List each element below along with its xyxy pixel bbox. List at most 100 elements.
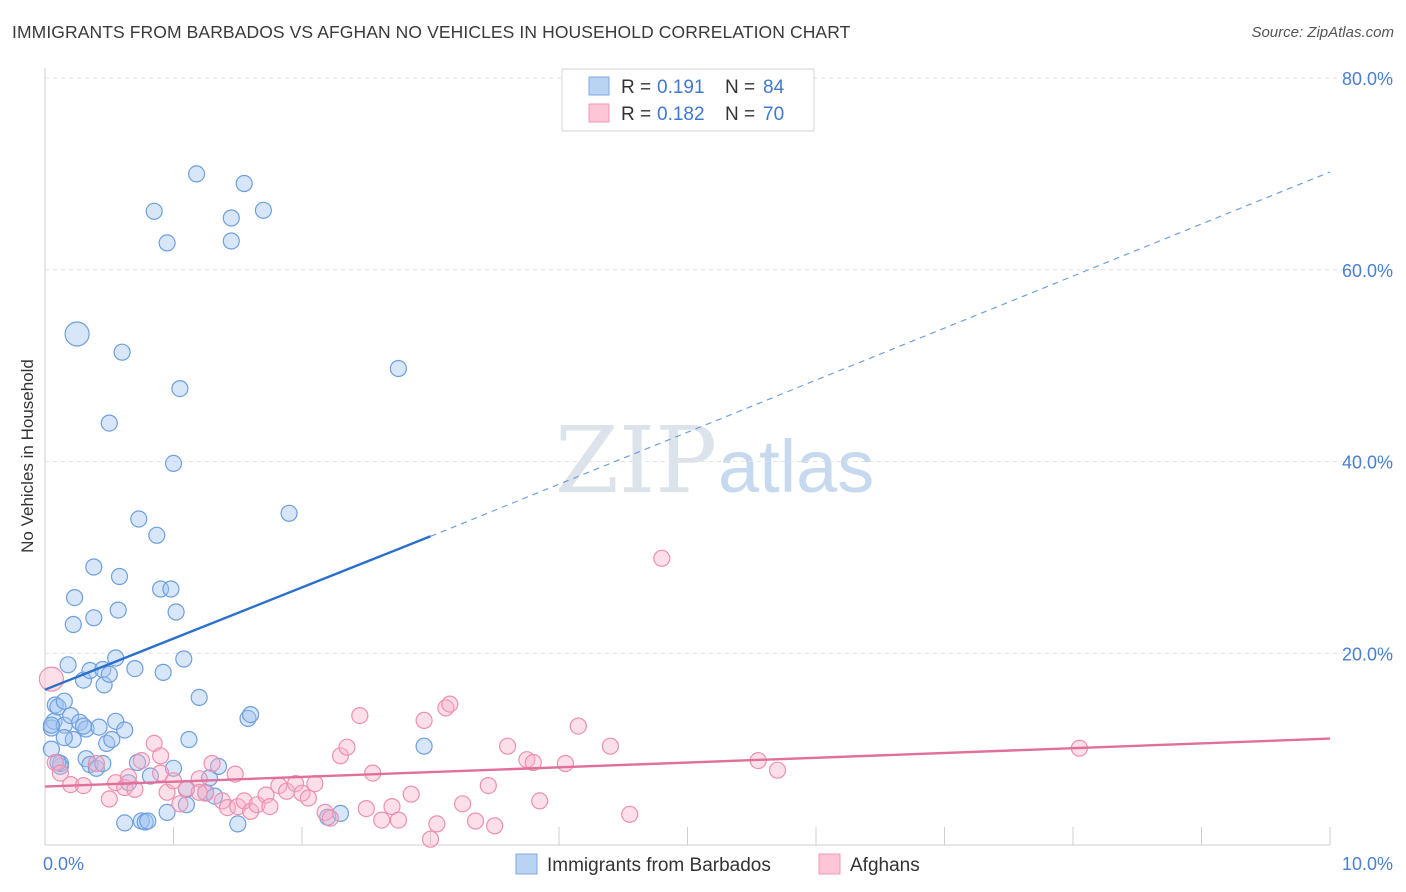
barbados-point-24	[90, 718, 108, 736]
barbados-point-10	[62, 706, 80, 725]
afghans-point-65	[653, 549, 671, 567]
barbados-point-82	[55, 728, 73, 747]
afghans-point-54	[466, 812, 485, 830]
afghans-point-48	[415, 711, 433, 730]
barbados-point-59	[190, 688, 208, 707]
afghans-point-10	[126, 780, 144, 799]
barbados-point-51	[162, 580, 180, 598]
barbados-point-81	[94, 754, 112, 773]
barbados-point-38	[126, 659, 144, 678]
afghans-point-56	[486, 817, 504, 835]
afghans-point-57	[499, 737, 517, 755]
afghans-point-52	[441, 695, 459, 713]
barbados-point-13	[65, 588, 84, 607]
barbados-point-48	[154, 663, 172, 682]
barbados-point-67	[235, 174, 253, 193]
trend-lines	[44, 171, 1331, 788]
afghans-point-42	[357, 799, 375, 818]
barbados-point-70	[254, 201, 272, 219]
barbados-point-9	[59, 656, 77, 674]
legend-r-label-1: R =	[621, 77, 651, 98]
watermark-zip: ZIP	[555, 407, 717, 514]
afghans-point-53	[454, 795, 472, 813]
barbados-point-75	[415, 737, 433, 755]
barbados-point-74	[389, 359, 407, 378]
barbados-point-40	[130, 510, 148, 528]
barbados-point-26	[95, 676, 113, 694]
barbados-trend-line-extension	[430, 171, 1331, 537]
afghans-point-69	[190, 783, 208, 801]
barbados-point-77	[74, 717, 93, 735]
series-afghans-points	[38, 549, 1089, 848]
legend-r-value-1: 0.191	[657, 77, 705, 98]
afghans-point-36	[306, 774, 324, 793]
barbados-point-46	[148, 526, 166, 544]
watermark-atlas: atlas	[718, 425, 874, 508]
barbados-point-58	[188, 165, 206, 183]
afghans-point-46	[389, 811, 407, 829]
gridlines	[45, 77, 1393, 654]
bottom-legend-swatch-barbados	[515, 853, 538, 875]
barbados-point-69	[242, 705, 260, 724]
afghans-point-64	[621, 805, 639, 823]
barbados-point-35	[113, 343, 131, 361]
barbados-point-50	[158, 803, 176, 822]
source-credit: Source: ZipAtlas.com	[1251, 24, 1394, 41]
barbados-point-29	[100, 414, 118, 432]
barbados-point-55	[175, 650, 193, 668]
barbados-point-7	[55, 692, 73, 710]
afghans-point-60	[531, 792, 549, 810]
afghans-trend-line	[44, 737, 1331, 788]
barbados-point-21	[85, 609, 103, 627]
barbados-point-28	[100, 665, 118, 683]
afghans-point-40	[338, 738, 356, 756]
legend-n-label-1: N =	[725, 77, 755, 98]
afghans-point-55	[479, 776, 497, 795]
legend-n-label-2: N =	[725, 104, 755, 125]
afghans-point-19	[190, 770, 208, 788]
barbados-point-18	[77, 720, 95, 738]
afghans-point-33	[287, 774, 305, 793]
afghans-point-44	[373, 811, 391, 829]
legend-swatch-afghans	[588, 103, 610, 123]
chart-title: IMMIGRANTS FROM BARBADOS VS AFGHAN NO VE…	[12, 22, 851, 42]
series-barbados-points	[42, 165, 433, 833]
afghans-point-27	[242, 802, 260, 821]
y-tick-label: 40.0%	[1342, 453, 1393, 473]
barbados-point-45	[145, 202, 163, 220]
barbados-point-54	[171, 380, 189, 398]
barbados-point-64	[222, 232, 240, 250]
barbados-point-71	[280, 504, 298, 522]
afghans-point-38	[321, 809, 339, 827]
afghans-point-59	[524, 753, 542, 772]
afghans-point-11	[132, 751, 150, 770]
afghans-point-49	[421, 830, 440, 848]
afghans-point-67	[768, 761, 787, 779]
afghans-point-50	[428, 815, 446, 833]
barbados-point-30	[103, 730, 121, 749]
barbados-point-43	[139, 812, 157, 830]
x-tick-label: 10.0%	[1342, 854, 1393, 874]
x-tick-label: 0.0%	[43, 854, 84, 874]
barbados-point-33	[109, 601, 127, 619]
afghans-point-35	[299, 789, 317, 807]
legend-r-label-2: R =	[621, 104, 651, 125]
barbados-point-66	[229, 815, 247, 833]
barbados-point-3	[46, 696, 64, 714]
afghans-point-6	[100, 790, 118, 808]
barbados-point-22	[85, 558, 103, 576]
y-tick-label: 20.0%	[1342, 644, 1393, 664]
barbados-point-36	[116, 814, 134, 832]
barbados-point-80	[116, 721, 134, 739]
barbados-point-49	[158, 234, 176, 252]
afghans-point-14	[152, 747, 170, 765]
afghans-point-2	[51, 764, 70, 782]
y-tick-label: 80.0%	[1342, 69, 1393, 89]
barbados-point-34	[110, 567, 129, 586]
bottom-legend: Immigrants from Barbados Afghans	[515, 853, 920, 876]
barbados-trend-line	[44, 535, 431, 691]
afghans-point-30	[261, 797, 279, 816]
barbados-point-44	[141, 767, 159, 785]
y-axis-label: No Vehicles in Household	[18, 359, 37, 553]
